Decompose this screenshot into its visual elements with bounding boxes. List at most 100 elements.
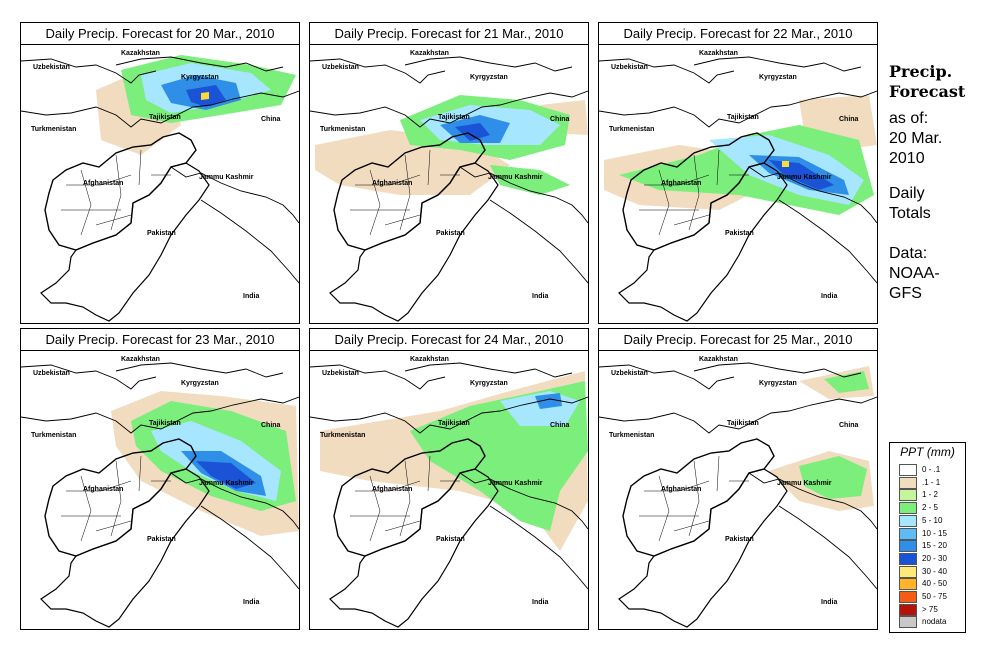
- legend-label: 1 - 2: [922, 490, 939, 500]
- totals-line: Daily: [889, 185, 925, 202]
- legend-label: 5 - 10: [922, 515, 943, 525]
- map-label-tajikistan: Tajikistan: [149, 420, 181, 427]
- map-label-pakistan: Pakistan: [147, 536, 176, 543]
- precip-area: [799, 456, 867, 499]
- legend-swatch: [899, 514, 917, 527]
- map-label-uzbekistan: Uzbekistan: [611, 64, 648, 71]
- map-label-tajikistan: Tajikistan: [727, 114, 759, 121]
- map-label-kazakhstan: Kazakhstan: [121, 356, 160, 363]
- country-border: [310, 396, 588, 434]
- totals-block: Daily Totals: [889, 184, 931, 224]
- map-label-india: India: [821, 293, 837, 300]
- map-label-india: India: [243, 599, 259, 606]
- map-label-pakistan: Pakistan: [436, 230, 465, 237]
- province-border: [399, 154, 411, 231]
- data-source-line: GFS: [889, 285, 922, 302]
- forecast-map: Kazakhstan Uzbekistan Kyrgyzstan Tajikistan…: [599, 356, 877, 628]
- map-label-kyrgyzstan: Kyrgyzstan: [181, 74, 219, 81]
- legend-item: 30 - 40: [899, 565, 963, 578]
- province-border: [384, 520, 421, 532]
- legend-item: > 75: [899, 603, 963, 616]
- map-label-afghanistan: Afghanistan: [83, 180, 123, 187]
- map-label-kyrgyzstan: Kyrgyzstan: [759, 74, 797, 81]
- map-label-china: China: [550, 422, 570, 429]
- country-border: [693, 362, 862, 378]
- map-label-kazakhstan: Kazakhstan: [699, 50, 738, 57]
- province-border: [658, 169, 670, 236]
- map-label-kazakhstan: Kazakhstan: [699, 356, 738, 363]
- map-label-kyrgyzstan: Kyrgyzstan: [181, 380, 219, 387]
- legend-label: nodata: [922, 617, 947, 627]
- data-source-line: NOAA-: [889, 265, 940, 282]
- legend-label: 40 - 50: [922, 579, 947, 589]
- country-border: [748, 472, 877, 530]
- map-label-jammu-kashmir: Jammu Kashmir: [199, 174, 254, 181]
- map-label-china: China: [261, 116, 281, 123]
- map-label-afghanistan: Afghanistan: [83, 486, 123, 493]
- forecast-map: Kazakhstan Uzbekistan Kyrgyzstan Tajikistan…: [21, 50, 299, 322]
- province-border: [716, 455, 720, 492]
- province-border: [384, 214, 421, 226]
- precip-area: [782, 161, 789, 167]
- province-border: [355, 480, 421, 492]
- province-border: [110, 460, 122, 537]
- forecast-panel: Daily Precip. Forecast for 22 Mar., 2010…: [598, 22, 878, 324]
- pakistan-outline: [40, 162, 210, 322]
- country-border: [489, 505, 588, 590]
- province-border: [644, 480, 710, 492]
- province-border: [673, 520, 710, 532]
- forecast-panel: Daily Precip. Forecast for 25 Mar., 2010…: [598, 328, 878, 630]
- map-label-china: China: [839, 422, 859, 429]
- map-label-tajikistan: Tajikistan: [727, 420, 759, 427]
- pakistan-outline: [329, 468, 499, 628]
- map-label-kazakhstan: Kazakhstan: [410, 356, 449, 363]
- panel-title: Daily Precip. Forecast for 24 Mar., 2010: [310, 329, 588, 351]
- map-label-jammu-kashmir: Jammu Kashmir: [488, 174, 543, 181]
- country-border: [778, 199, 877, 284]
- map-label-india: India: [243, 293, 259, 300]
- legend-swatch: [899, 489, 917, 502]
- country-border: [170, 166, 299, 224]
- map-label-afghanistan: Afghanistan: [661, 486, 701, 493]
- map-label-tajikistan: Tajikistan: [438, 114, 470, 121]
- map-label-turkmenistan: Turkmenistan: [31, 126, 76, 133]
- province-border: [369, 475, 381, 542]
- legend-item: 10 - 15: [899, 527, 963, 540]
- totals-line: Totals: [889, 205, 931, 222]
- country-border: [115, 362, 284, 378]
- legend-swatch: [899, 591, 917, 603]
- map-label-afghanistan: Afghanistan: [372, 180, 412, 187]
- precip-area: [196, 461, 256, 489]
- legend-label: 50 - 75: [922, 592, 947, 601]
- legend-label: 10 - 15: [922, 528, 947, 538]
- map-label-china: China: [261, 422, 281, 429]
- forecast-map: Kazakhstan Uzbekistan Kyrgyzstan Tajikistan…: [310, 356, 588, 628]
- forecast-panel: Daily Precip. Forecast for 23 Mar., 2010…: [20, 328, 300, 630]
- country-border: [115, 56, 284, 72]
- map-label-kyrgyzstan: Kyrgyzstan: [470, 74, 508, 81]
- province-border: [658, 475, 670, 542]
- legend-swatch: [899, 552, 917, 565]
- map-label-india: India: [532, 293, 548, 300]
- precip-area: [535, 393, 562, 409]
- forecast-map: Kazakhstan Uzbekistan Kyrgyzstan Tajikistan…: [599, 50, 877, 322]
- data-source-line: Data:: [889, 245, 928, 262]
- precip-area: [201, 92, 209, 100]
- country-border: [459, 166, 588, 224]
- map-label-uzbekistan: Uzbekistan: [322, 370, 359, 377]
- legend-item: 40 - 50: [899, 578, 963, 591]
- country-border: [778, 505, 877, 590]
- forecast-map: Kazakhstan Uzbekistan Kyrgyzstan Tajikistan…: [21, 356, 299, 628]
- country-border: [404, 56, 573, 72]
- country-border: [200, 199, 299, 284]
- precip-area: [490, 165, 570, 195]
- map-label-afghanistan: Afghanistan: [661, 180, 701, 187]
- province-border: [66, 480, 132, 492]
- map-label-kyrgyzstan: Kyrgyzstan: [759, 380, 797, 387]
- panel-title: Daily Precip. Forecast for 21 Mar., 2010: [310, 23, 588, 45]
- panel-title: Daily Precip. Forecast for 23 Mar., 2010: [21, 329, 299, 351]
- map-label-pakistan: Pakistan: [725, 230, 754, 237]
- pakistan-outline: [618, 468, 788, 628]
- pakistan-outline: [618, 162, 788, 322]
- forecast-panel: Daily Precip. Forecast for 20 Mar., 2010…: [20, 22, 300, 324]
